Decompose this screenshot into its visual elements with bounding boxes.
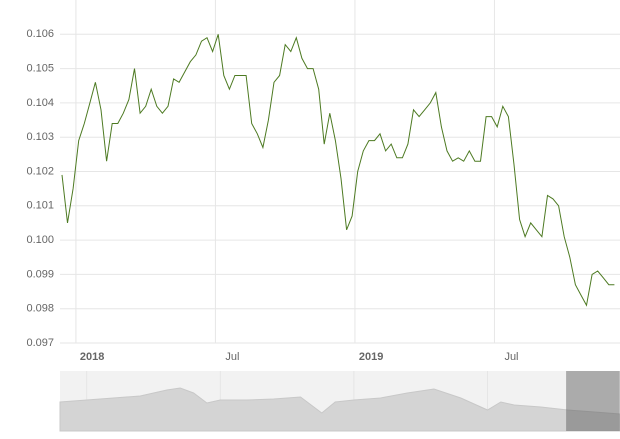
y-tick-label: 0.105 xyxy=(26,63,54,75)
y-tick-label: 0.098 xyxy=(26,303,54,315)
y-tick-label: 0.103 xyxy=(26,131,54,143)
navigator-selection xyxy=(566,371,620,431)
line xyxy=(61,34,615,307)
area xyxy=(59,387,620,432)
y-tick-label: 0.104 xyxy=(26,97,54,109)
y-tick-label: 0.099 xyxy=(26,268,54,280)
y-tick-label: 0.106 xyxy=(26,28,54,40)
y-tick-label: 0.101 xyxy=(26,200,54,212)
y-tick-label: 0.102 xyxy=(26,165,54,177)
x-tick-label: Jul xyxy=(504,351,518,363)
y-tick-label: 0.097 xyxy=(26,337,54,349)
y-tick-label: 0.100 xyxy=(26,234,54,246)
x-tick-label: Jul xyxy=(225,351,239,363)
x-tick-label: 2018 xyxy=(80,351,104,363)
x-tick-label: 2019 xyxy=(359,351,383,363)
